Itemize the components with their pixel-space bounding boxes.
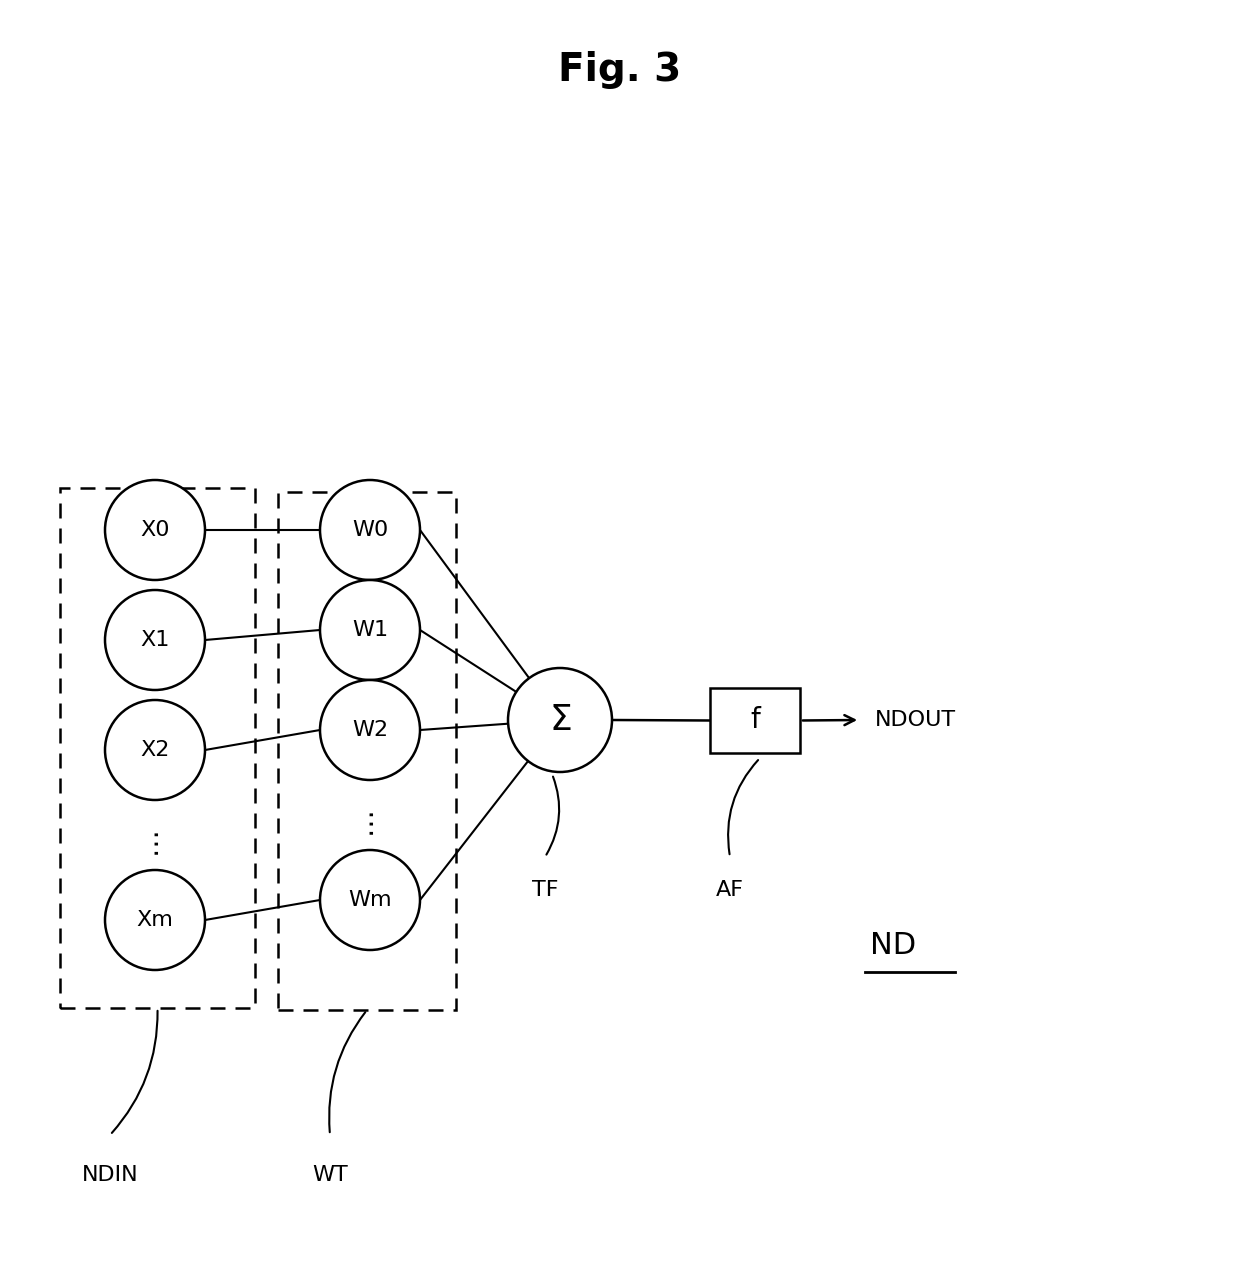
Text: NDOUT: NDOUT [875,710,956,730]
Text: W1: W1 [352,621,388,640]
Bar [278,492,456,1010]
Text: W2: W2 [352,720,388,739]
Bar [60,488,255,1008]
Circle shape [105,480,205,580]
Text: ND: ND [870,931,916,960]
Text: X1: X1 [140,630,170,650]
Text: Xm: Xm [136,911,174,930]
Circle shape [320,850,420,950]
Text: TF: TF [532,880,558,900]
Circle shape [320,480,420,580]
Circle shape [508,668,613,773]
Text: Fig. 3: Fig. 3 [558,51,682,89]
Text: W0: W0 [352,520,388,540]
Text: Wm: Wm [348,890,392,911]
Text: f: f [750,706,760,734]
Text: WT: WT [312,1165,348,1185]
Circle shape [105,590,205,690]
Text: $\Sigma$: $\Sigma$ [549,704,572,737]
Circle shape [105,870,205,971]
Text: X0: X0 [140,520,170,540]
Bar [711,688,800,753]
Circle shape [320,679,420,780]
Text: AF: AF [715,880,744,900]
Text: X2: X2 [140,739,170,760]
Circle shape [105,700,205,799]
Text: ⋯: ⋯ [141,826,169,854]
Circle shape [320,580,420,679]
Text: ⋯: ⋯ [356,806,384,834]
Text: NDIN: NDIN [82,1165,139,1185]
